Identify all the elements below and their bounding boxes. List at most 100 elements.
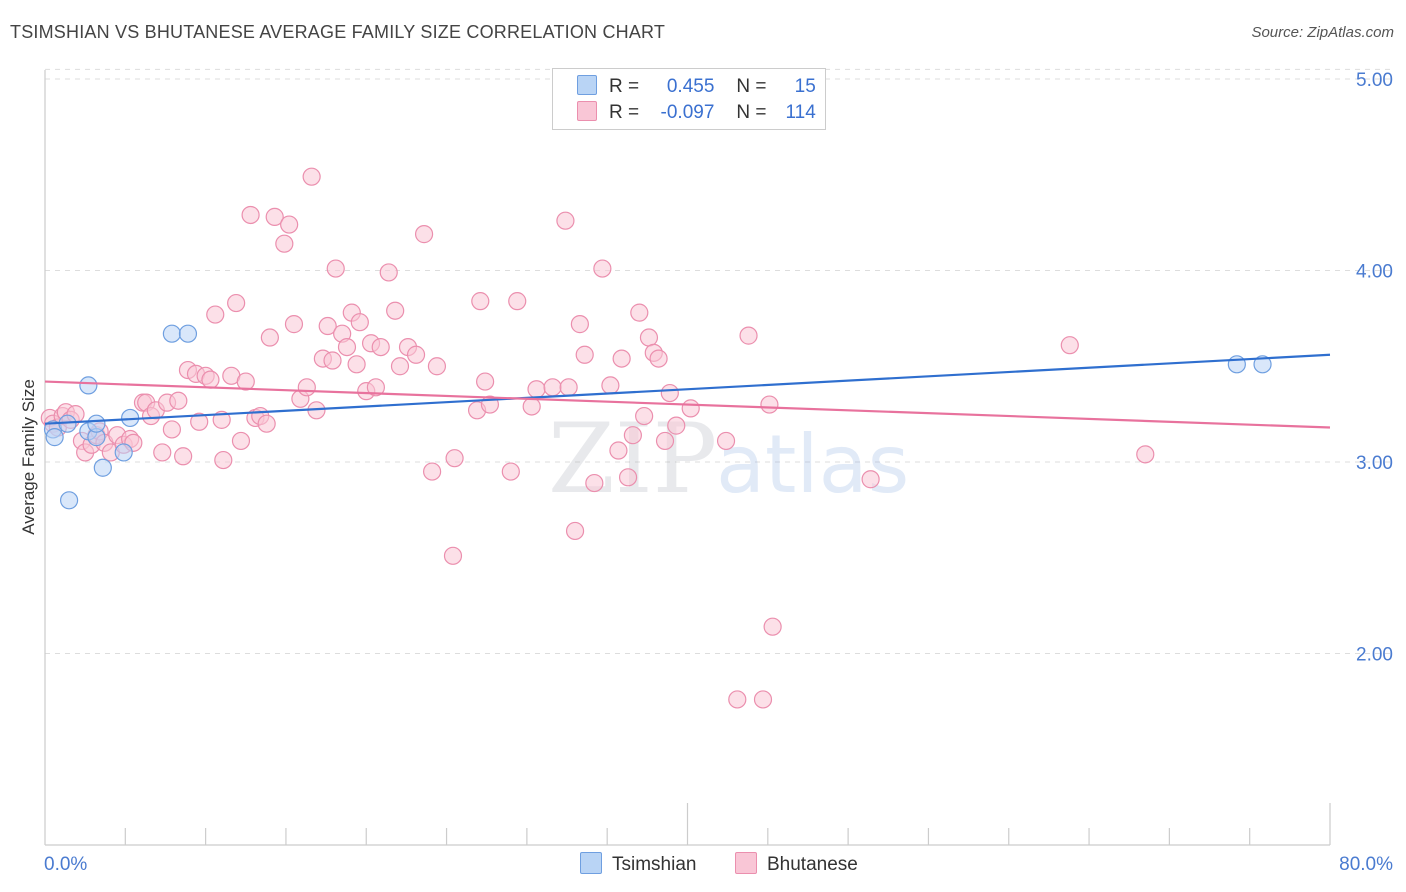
y-axis-label: Average Family Size — [19, 379, 38, 535]
watermark: ZIP atlas — [548, 403, 909, 515]
bottom-legend-bhutanese: Bhutanese — [735, 852, 858, 876]
bhutanese-point — [476, 372, 495, 391]
bhutanese-point — [570, 315, 589, 334]
bhutanese-point — [162, 420, 181, 439]
bhutanese-point — [406, 345, 426, 364]
bhutanese-point — [350, 313, 369, 332]
y-tick-label: 3.00 — [1356, 453, 1393, 474]
legend-n-value: 114 — [785, 102, 816, 123]
bhutanese-point — [260, 328, 279, 347]
bhutanese-point — [371, 338, 390, 357]
bhutanese-point — [639, 328, 659, 347]
bhutanese-point — [527, 380, 546, 399]
bhutanese-point — [337, 338, 357, 357]
bhutanese-point — [1060, 336, 1079, 355]
legend-n-label: N = — [736, 76, 767, 97]
legend-row-bhutanese: R = -0.097 N = 114 — [577, 101, 816, 125]
bhutanese-point — [169, 391, 188, 410]
x-tick-label-min: 0.0% — [44, 854, 87, 875]
bhutanese-point — [501, 462, 520, 481]
x-ticks — [124, 803, 1331, 845]
bhutanese-point — [763, 617, 782, 636]
bhutanese-point — [443, 546, 463, 565]
watermark-atlas: atlas — [716, 418, 909, 511]
bhutanese-point — [174, 447, 193, 466]
tsimshian-trend-line — [44, 353, 1331, 425]
bhutanese-point — [630, 303, 649, 322]
bhutanese-points — [40, 167, 1155, 709]
bhutanese-point — [366, 378, 385, 397]
chart-source: Source: ZipAtlas.com — [1251, 24, 1394, 41]
tsimshian-point — [178, 324, 198, 343]
tsimshian-point — [162, 324, 181, 343]
bhutanese-point — [739, 326, 758, 345]
bhutanese-point — [760, 395, 779, 414]
tsimshian-point — [93, 458, 112, 477]
bhutanese-point — [323, 351, 342, 370]
bhutanese-point — [559, 378, 578, 397]
y-tick-label: 5.00 — [1356, 70, 1393, 91]
bhutanese-point — [660, 383, 679, 403]
bhutanese-point — [522, 397, 541, 416]
bhutanese-point — [601, 376, 620, 395]
bhutanese-point — [206, 305, 225, 324]
tsimshian-swatch — [577, 75, 597, 95]
bhutanese-point — [753, 690, 773, 709]
bhutanese-point — [508, 292, 527, 311]
tsimshian-point — [45, 428, 64, 447]
bhutanese-point — [585, 473, 604, 493]
y-tick-label: 2.00 — [1356, 645, 1393, 666]
bhutanese-point — [861, 470, 880, 489]
bhutanese-point — [347, 355, 366, 374]
bhutanese-point — [565, 521, 585, 541]
tsimshian-points — [43, 324, 1272, 510]
bhutanese-point — [543, 378, 562, 397]
y-tick-labels: 2.00 3.00 4.00 5.00 — [1356, 70, 1393, 666]
bhutanese-point — [618, 468, 638, 487]
legend-n-label: N = — [736, 102, 767, 123]
bhutanese-point — [318, 316, 337, 336]
bhutanese-point — [297, 378, 316, 397]
legend-r-label: R = — [609, 76, 640, 97]
bhutanese-point — [593, 259, 612, 278]
bhutanese-point — [728, 690, 747, 709]
y-tick-label: 4.00 — [1356, 262, 1393, 283]
bhutanese-swatch — [577, 101, 597, 121]
bhutanese-point — [326, 259, 345, 278]
bhutanese-point — [153, 443, 172, 462]
bhutanese-point — [227, 293, 246, 313]
bhutanese-point — [575, 345, 594, 364]
watermark-zip: ZIP — [548, 403, 717, 515]
bhutanese-point — [236, 372, 255, 391]
x-tick-label-max: 80.0% — [1339, 854, 1393, 875]
tsimshian-point — [114, 443, 133, 462]
legend-r-value: 0.455 — [666, 76, 715, 97]
legend-r-value: -0.097 — [660, 102, 715, 123]
bhutanese-point — [649, 349, 668, 368]
trend-lines — [44, 353, 1331, 429]
bhutanese-point — [612, 349, 631, 368]
bhutanese-point — [414, 225, 434, 244]
bhutanese-point — [280, 215, 299, 234]
bottom-legend-tsimshian: Tsimshian — [580, 852, 696, 876]
bhutanese-point — [667, 416, 686, 435]
bhutanese-point — [635, 406, 654, 426]
bhutanese-point — [427, 357, 447, 376]
tsimshian-point — [59, 491, 79, 510]
bottom-legend-label: Tsimshian — [612, 854, 697, 875]
bhutanese-swatch — [735, 852, 757, 874]
bhutanese-point — [379, 263, 398, 282]
legend-r-label: R = — [609, 102, 640, 123]
bhutanese-point — [190, 412, 209, 431]
bhutanese-point — [681, 399, 700, 418]
bhutanese-point — [471, 292, 490, 311]
bhutanese-point — [257, 414, 276, 433]
bhutanese-point — [716, 431, 736, 451]
bhutanese-trend-line — [44, 380, 1331, 429]
bhutanese-point — [212, 410, 231, 429]
bhutanese-point — [386, 301, 405, 320]
bhutanese-point — [1136, 445, 1155, 464]
bhutanese-point — [201, 370, 220, 389]
tsimshian-swatch — [580, 852, 602, 874]
